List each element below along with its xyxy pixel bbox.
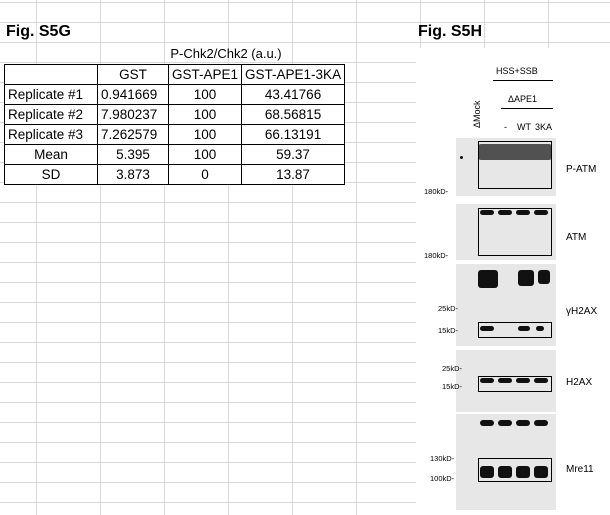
blot-band	[480, 420, 494, 426]
blot-band	[516, 210, 530, 215]
mw-marker: 180kD-	[424, 187, 449, 196]
blot-band	[480, 210, 494, 215]
header-cell[interactable]: GST-APE1-3KA	[241, 64, 346, 85]
table-cell[interactable]: 0	[167, 164, 243, 185]
table-cell[interactable]: 68.56815	[241, 104, 346, 125]
ape1-bracket	[501, 108, 553, 109]
mre11-label: Mre11	[566, 464, 594, 475]
gh2ax-blot	[456, 264, 556, 346]
table-cell[interactable]: 43.41766	[241, 84, 346, 105]
h2ax-blot	[456, 350, 556, 412]
lane-3ka-label: 3KA	[535, 122, 553, 132]
header-bracket	[493, 80, 553, 81]
table-row: Replicate #2 7.980237 100 68.56815	[4, 104, 346, 125]
blot-band	[516, 378, 530, 383]
blot-band	[536, 326, 544, 331]
mw-marker: 25kD-	[438, 304, 459, 313]
h2ax-label: H2AX	[566, 377, 593, 388]
table-cell[interactable]: 100	[167, 104, 243, 125]
header-cell[interactable]	[4, 64, 98, 85]
table-cell[interactable]: 59.37	[241, 144, 346, 165]
data-table: GST GST-APE1 GST-APE1-3KA Replicate #1 0…	[4, 64, 346, 185]
blot-band	[534, 210, 548, 215]
quant-box	[478, 376, 552, 392]
blot-band	[534, 466, 548, 478]
mw-marker: 180kD-	[424, 251, 449, 260]
blot-band	[498, 210, 512, 215]
table-cell[interactable]: 5.395	[97, 144, 169, 165]
quant-box	[478, 458, 552, 482]
quant-box	[478, 322, 552, 338]
blot-band	[478, 144, 552, 160]
header-cell[interactable]: GST	[97, 64, 169, 85]
table-cell[interactable]: 3.873	[97, 164, 169, 185]
western-blot-figure: HSS+SSB ΔMock ΔAPE1 - WT 3KA 180kD- P-AT…	[416, 48, 610, 515]
p-atm-blot	[456, 138, 556, 196]
quant-box	[478, 141, 552, 189]
mw-marker: 15kD-	[442, 382, 463, 391]
row-label-cell[interactable]: Replicate #2	[4, 104, 98, 125]
blot-band	[480, 466, 494, 478]
blot-band	[480, 326, 494, 331]
lane-wt-label: WT	[517, 122, 531, 132]
blot-band	[518, 270, 534, 286]
mw-marker: 130kD-	[430, 454, 455, 463]
mw-marker: 100kD-	[430, 474, 455, 483]
blot-band	[534, 420, 548, 426]
atm-label: ATM	[566, 232, 587, 243]
table-header-row: GST GST-APE1 GST-APE1-3KA	[4, 64, 346, 85]
mw-marker: 25kD-	[442, 364, 463, 373]
table-cell[interactable]: 100	[167, 84, 243, 105]
blot-band	[498, 378, 512, 383]
gh2ax-label: γH2AX	[566, 306, 598, 317]
blot-band	[480, 378, 494, 383]
ape1-label: ΔAPE1	[508, 94, 538, 104]
table-cell[interactable]: 100	[167, 124, 243, 145]
table-cell[interactable]: 100	[167, 144, 243, 165]
fig-s5h-title: Fig. S5H	[418, 23, 483, 40]
table-cell[interactable]: 13.87	[241, 164, 346, 185]
mre11-blot	[456, 414, 556, 510]
fig-s5g-title: Fig. S5G	[6, 23, 71, 40]
quant-box	[478, 208, 552, 256]
mock-label: ΔMock	[472, 100, 482, 128]
lane-dash-label: -	[504, 122, 507, 132]
table-row: Mean 5.395 100 59.37	[4, 144, 346, 165]
blot-band	[534, 378, 548, 383]
atm-blot	[456, 204, 556, 260]
blot-band	[516, 420, 530, 426]
p-atm-label: P-ATM	[566, 164, 597, 175]
blot-band	[518, 326, 530, 331]
row-label-cell[interactable]: Replicate #1	[4, 84, 98, 105]
blot-band	[460, 156, 463, 159]
table-cell[interactable]: 0.941669	[97, 84, 169, 105]
table-cell[interactable]: 66.13191	[241, 124, 346, 145]
hss-ssb-label: HSS+SSB	[496, 66, 538, 76]
blot-band	[538, 270, 550, 284]
row-label-cell[interactable]: SD	[4, 164, 98, 185]
blot-band	[498, 466, 512, 478]
table-row: Replicate #3 7.262579 100 66.13191	[4, 124, 346, 145]
table-row: SD 3.873 0 13.87	[4, 164, 346, 185]
header-cell[interactable]: GST-APE1	[167, 64, 243, 85]
table-cell[interactable]: 7.262579	[97, 124, 169, 145]
table-caption: P-Chk2/Chk2 (a.u.)	[170, 46, 282, 61]
mw-marker: 15kD-	[438, 326, 459, 335]
blot-band	[478, 270, 498, 288]
row-label-cell[interactable]: Mean	[4, 144, 98, 165]
blot-band	[498, 420, 512, 426]
row-label-cell[interactable]: Replicate #3	[4, 124, 98, 145]
table-row: Replicate #1 0.941669 100 43.41766	[4, 84, 346, 105]
blot-band	[516, 466, 530, 478]
table-cell[interactable]: 7.980237	[97, 104, 169, 125]
